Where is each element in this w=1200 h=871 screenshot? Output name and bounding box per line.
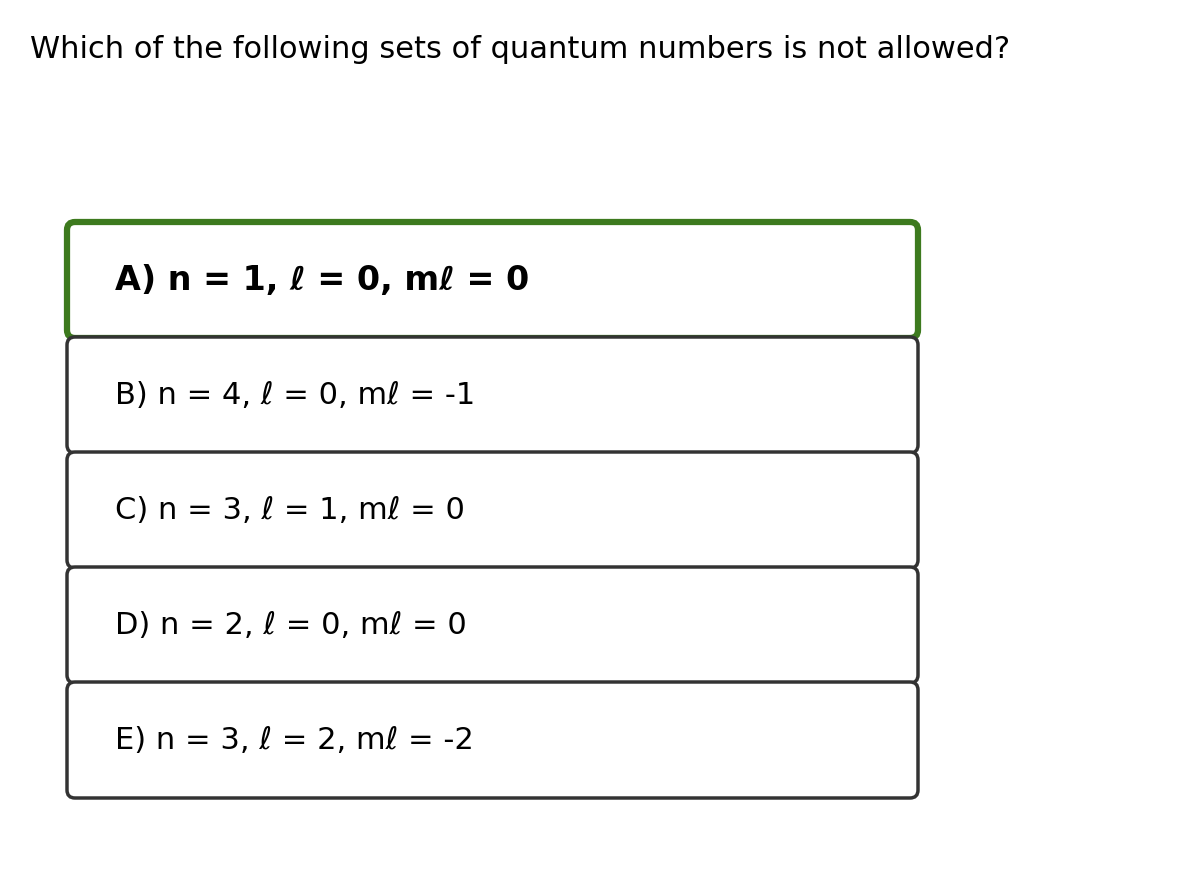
- Text: C) n = 3, ℓ = 1, mℓ = 0: C) n = 3, ℓ = 1, mℓ = 0: [115, 496, 464, 524]
- Text: E) n = 3, ℓ = 2, mℓ = -2: E) n = 3, ℓ = 2, mℓ = -2: [115, 726, 474, 754]
- FancyBboxPatch shape: [67, 452, 918, 568]
- Text: B) n = 4, ℓ = 0, mℓ = -1: B) n = 4, ℓ = 0, mℓ = -1: [115, 381, 475, 409]
- FancyBboxPatch shape: [67, 567, 918, 683]
- FancyBboxPatch shape: [67, 222, 918, 338]
- Text: Which of the following sets of quantum numbers is not allowed?: Which of the following sets of quantum n…: [30, 35, 1010, 64]
- Text: D) n = 2, ℓ = 0, mℓ = 0: D) n = 2, ℓ = 0, mℓ = 0: [115, 611, 467, 639]
- FancyBboxPatch shape: [67, 337, 918, 453]
- Text: A) n = 1, ℓ = 0, mℓ = 0: A) n = 1, ℓ = 0, mℓ = 0: [115, 264, 529, 296]
- FancyBboxPatch shape: [67, 682, 918, 798]
